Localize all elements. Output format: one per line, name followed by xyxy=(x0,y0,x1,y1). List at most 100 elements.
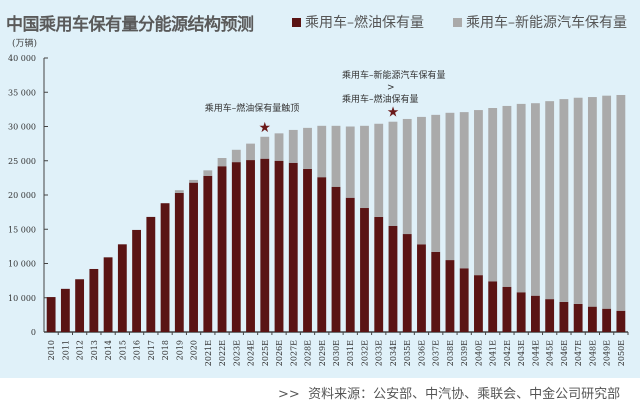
y-tick-label: 25 000 xyxy=(8,157,36,166)
x-tick-label: 2032E xyxy=(360,340,369,366)
bar-nev-2029E xyxy=(317,125,327,178)
legend-label-fuel: 乘用车–燃油保有量 xyxy=(305,15,424,31)
bar-nev-2022E xyxy=(217,158,227,167)
x-tick-label: 2038E xyxy=(446,340,455,366)
bar-fuel-2043E xyxy=(516,292,526,332)
x-tick-label: 2031E xyxy=(346,340,355,366)
bar-nev-2034E xyxy=(388,121,398,226)
bar-nev-2044E xyxy=(530,103,540,296)
y-tick-label: 10 000 xyxy=(8,260,36,269)
bar-fuel-2044E xyxy=(530,295,540,332)
bar-nev-2035E xyxy=(402,118,412,235)
bar-fuel-2010 xyxy=(46,297,56,332)
legend-item-fuel: 乘用车–燃油保有量 xyxy=(292,12,424,32)
bar-fuel-2015 xyxy=(117,244,127,332)
bar-nev-2031E xyxy=(345,126,355,198)
bar-fuel-2018 xyxy=(160,203,170,332)
x-tick-label: 2020 xyxy=(190,340,199,360)
bar-fuel-2048E xyxy=(587,306,597,332)
x-tick-label: 2011 xyxy=(61,340,70,360)
bar-fuel-2036E xyxy=(417,244,426,332)
bar-fuel-2037E xyxy=(431,251,441,332)
y-tick-label: 0 xyxy=(31,328,36,337)
x-tick-label: 2010 xyxy=(47,340,56,360)
x-tick-label: 2048E xyxy=(588,340,597,366)
y-tick-label: 35 000 xyxy=(8,88,36,97)
bar-fuel-2016 xyxy=(132,229,142,332)
bar-fuel-2024E xyxy=(246,160,255,332)
bar-fuel-2050E xyxy=(616,310,626,332)
bar-fuel-2012 xyxy=(75,279,85,332)
bar-nev-2050E xyxy=(616,94,626,311)
bar-fuel-2025E xyxy=(260,158,270,332)
bar-nev-2025E xyxy=(260,136,270,159)
bar-nev-2046E xyxy=(559,99,569,302)
x-tick-label: 2034E xyxy=(389,340,398,366)
x-tick-label: 2043E xyxy=(517,340,526,366)
bar-fuel-2035E xyxy=(402,234,412,332)
bar-fuel-2027E xyxy=(288,162,298,332)
bar-fuel-2030E xyxy=(331,186,341,332)
x-tick-label: 2045E xyxy=(546,340,555,366)
bar-fuel-2033E xyxy=(374,216,384,332)
x-tick-label: 2050E xyxy=(617,340,626,366)
x-tick-label: 2018 xyxy=(161,340,170,360)
bar-fuel-2013 xyxy=(89,268,99,332)
x-tick-label: 2021E xyxy=(204,340,213,366)
bar-nev-2028E xyxy=(303,127,312,169)
x-tick-label: 2044E xyxy=(531,340,540,366)
bar-nev-2041E xyxy=(488,108,498,282)
y-tick-label: 10 000 xyxy=(8,294,36,303)
x-tick-label: 2014 xyxy=(104,340,113,360)
star-marker: ★ xyxy=(258,120,271,136)
bar-nev-2032E xyxy=(360,125,369,209)
bar-nev-2030E xyxy=(331,125,341,187)
bar-nev-2036E xyxy=(417,116,426,245)
bar-fuel-2047E xyxy=(573,303,583,332)
y-tick-label: 15 000 xyxy=(8,225,36,234)
bar-fuel-2046E xyxy=(559,301,569,332)
bar-nev-2043E xyxy=(516,103,526,293)
x-tick-label: 2039E xyxy=(460,340,469,366)
bar-fuel-2020 xyxy=(189,182,198,332)
bar-chart: 0 10 000 10 000 15 000 20 000 25 000 30 000 35 … xyxy=(8,54,629,366)
annotation-fuel-peak: 乘用车–燃油保有量触顶 xyxy=(205,102,300,114)
bar-nev-2038E xyxy=(445,112,455,261)
bar-fuel-2011 xyxy=(60,288,70,332)
bar-fuel-2040E xyxy=(474,275,483,332)
annotation-crossover-line: 乘用车–燃油保有量 xyxy=(342,93,419,105)
bar-nev-2024E xyxy=(246,143,255,161)
y-tick-label: 30 000 xyxy=(8,123,36,132)
y-tick-label: 20 000 xyxy=(8,191,36,200)
chart-title: 中国乘用车保有量分能源结构预测 xyxy=(6,15,254,35)
x-tick-label: 2030E xyxy=(332,340,341,366)
x-tick-label: 2015 xyxy=(118,340,127,360)
x-tick-label: 2019 xyxy=(175,340,184,360)
bar-nev-2047E xyxy=(573,97,583,304)
bar-fuel-2028E xyxy=(303,168,312,332)
bar-nev-2045E xyxy=(545,101,555,300)
legend-swatch-nev xyxy=(453,17,462,27)
legend-item-nev: 乘用车–新能源汽车保有量 xyxy=(453,12,627,32)
annotation-crossover-line: 乘用车–新能源汽车保有量 xyxy=(342,69,446,81)
x-tick-label: 2013 xyxy=(90,340,99,360)
bar-fuel-2032E xyxy=(360,208,369,332)
x-tick-label: 2041E xyxy=(489,340,498,366)
bar-nev-2049E xyxy=(602,95,612,309)
bar-fuel-2038E xyxy=(445,260,455,332)
bar-nev-2026E xyxy=(274,133,284,161)
bar-fuel-2019 xyxy=(174,192,184,332)
x-tick-label: 2046E xyxy=(560,340,569,366)
x-tick-label: 2037E xyxy=(432,340,441,366)
bar-nev-2033E xyxy=(374,123,384,217)
bar-nev-2048E xyxy=(587,97,597,307)
x-tick-label: 2029E xyxy=(318,340,327,366)
x-tick-label: 2035E xyxy=(403,340,412,366)
y-axis-unit: (万辆) xyxy=(12,39,38,49)
x-tick-label: 2028E xyxy=(304,340,313,366)
x-tick-label: 2042E xyxy=(503,340,512,366)
x-tick-label: 2033E xyxy=(375,340,384,366)
x-tick-label: 2040E xyxy=(474,340,483,366)
bar-nev-2019 xyxy=(174,190,184,193)
x-tick-label: 2012 xyxy=(76,340,85,360)
